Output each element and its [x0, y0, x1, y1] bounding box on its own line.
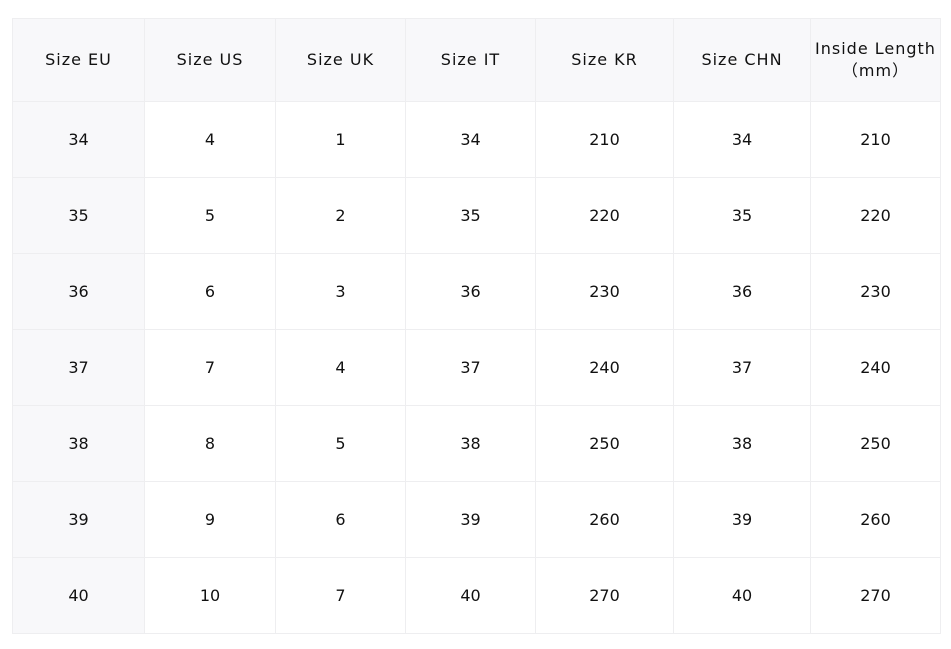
table-row: 37 7 4 37 240 37 240: [12, 329, 941, 406]
table-cell: 4: [144, 101, 276, 178]
table-cell: 230: [810, 253, 941, 330]
header-size-uk: Size UK: [275, 18, 406, 102]
table-cell: 240: [810, 329, 941, 406]
table-cell: 5: [275, 405, 406, 482]
table-cell: 40: [405, 557, 536, 634]
table-cell: 220: [535, 177, 674, 254]
table-row: 34 4 1 34 210 34 210: [12, 101, 941, 178]
table-cell: 3: [275, 253, 406, 330]
header-inside-length: Inside Length （mm）: [810, 18, 941, 102]
table-cell: 250: [535, 405, 674, 482]
table-cell: 210: [535, 101, 674, 178]
table-cell: 270: [535, 557, 674, 634]
table-cell: 40: [12, 557, 145, 634]
table-cell: 8: [144, 405, 276, 482]
header-size-chn: Size CHN: [673, 18, 811, 102]
table-cell: 38: [673, 405, 811, 482]
header-row: Size EU Size US Size UK Size IT Size KR …: [12, 18, 941, 102]
size-chart-table: Size EU Size US Size UK Size IT Size KR …: [12, 18, 941, 634]
table-cell: 210: [810, 101, 941, 178]
table-row: 38 8 5 38 250 38 250: [12, 405, 941, 482]
table-cell: 5: [144, 177, 276, 254]
table-cell: 4: [275, 329, 406, 406]
table-row: 40 10 7 40 270 40 270: [12, 557, 941, 634]
header-size-it: Size IT: [405, 18, 536, 102]
table-cell: 36: [12, 253, 145, 330]
table-row: 35 5 2 35 220 35 220: [12, 177, 941, 254]
table-cell: 37: [673, 329, 811, 406]
table-cell: 7: [144, 329, 276, 406]
table-cell: 260: [535, 481, 674, 558]
table-cell: 35: [673, 177, 811, 254]
table-row: 36 6 3 36 230 36 230: [12, 253, 941, 330]
table-cell: 270: [810, 557, 941, 634]
table-cell: 7: [275, 557, 406, 634]
table-cell: 37: [405, 329, 536, 406]
table-cell: 240: [535, 329, 674, 406]
table-cell: 38: [405, 405, 536, 482]
table-cell: 1: [275, 101, 406, 178]
table-cell: 36: [405, 253, 536, 330]
table-cell: 220: [810, 177, 941, 254]
table-cell: 9: [144, 481, 276, 558]
table-cell: 40: [673, 557, 811, 634]
table-cell: 250: [810, 405, 941, 482]
header-size-kr: Size KR: [535, 18, 674, 102]
table-cell: 39: [673, 481, 811, 558]
table-cell: 34: [12, 101, 145, 178]
header-size-eu: Size EU: [12, 18, 145, 102]
table-cell: 260: [810, 481, 941, 558]
table-row: 39 9 6 39 260 39 260: [12, 481, 941, 558]
table-cell: 35: [12, 177, 145, 254]
header-inside-length-unit: （mm）: [841, 61, 910, 80]
table-cell: 34: [405, 101, 536, 178]
table-cell: 37: [12, 329, 145, 406]
table-cell: 39: [405, 481, 536, 558]
header-inside-length-label: Inside Length: [815, 39, 936, 58]
table-cell: 6: [144, 253, 276, 330]
table-cell: 39: [12, 481, 145, 558]
table-cell: 36: [673, 253, 811, 330]
table-cell: 35: [405, 177, 536, 254]
table-cell: 230: [535, 253, 674, 330]
table-cell: 34: [673, 101, 811, 178]
header-size-us: Size US: [144, 18, 276, 102]
table-cell: 38: [12, 405, 145, 482]
table-cell: 6: [275, 481, 406, 558]
table-cell: 10: [144, 557, 276, 634]
table-cell: 2: [275, 177, 406, 254]
